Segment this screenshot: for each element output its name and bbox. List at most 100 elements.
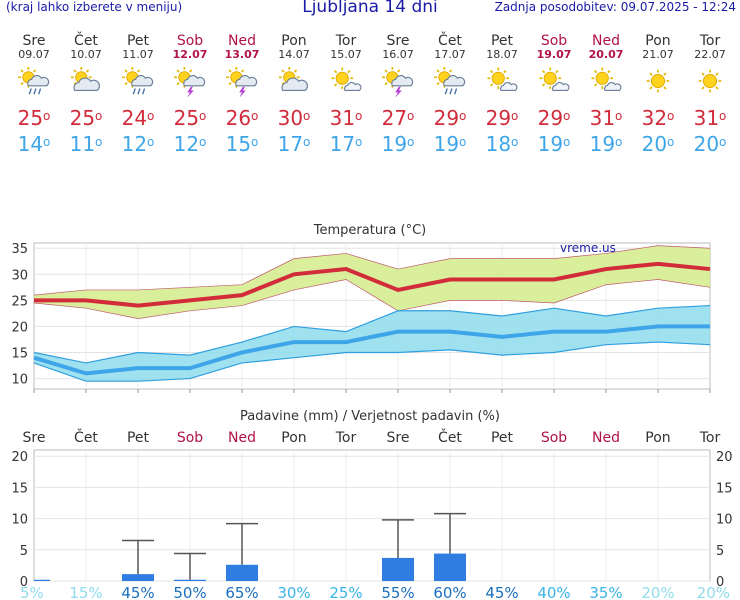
day-name: Pet: [126, 33, 150, 49]
temp-min: 20o: [693, 132, 727, 156]
temp-min: 14o: [17, 132, 51, 156]
precipitation-y-tick-left: 10: [11, 513, 28, 528]
temp-max: 29o: [433, 106, 467, 130]
temp-max: 30o: [277, 106, 311, 130]
day-date: 21.07: [642, 48, 674, 61]
day-date: 15.07: [330, 48, 362, 61]
day-column: Tor 15.07 31o 17o: [320, 33, 372, 157]
day-date: 09.07: [18, 48, 50, 61]
temp-max: 25o: [69, 106, 103, 130]
precipitation-probability: 20%: [697, 584, 730, 600]
temperature-series-min: [33, 324, 710, 376]
temperature-y-tick: 25: [11, 294, 28, 309]
temp-min: 18o: [485, 132, 519, 156]
precipitation-bar: [382, 557, 414, 581]
day-date: 18.07: [486, 48, 518, 61]
precipitation-chart-title: Padavine (mm) / Verjetnost padavin (%): [240, 409, 500, 424]
temp-max: 31o: [693, 106, 727, 130]
temp-min: 19o: [381, 132, 415, 156]
precipitation-probability: 45%: [485, 584, 518, 600]
day-name: Sre: [386, 33, 410, 49]
day-date: 16.07: [382, 48, 414, 61]
precipitation-bar: [174, 579, 206, 581]
temp-max: 32o: [641, 106, 675, 130]
temp-max: 31o: [589, 106, 623, 130]
precipitation-plot-frame: [33, 449, 711, 582]
precipitation-probability: 45%: [121, 584, 154, 600]
day-column: Sre 16.07 27o 19o: [372, 33, 424, 157]
day-date: 11.07: [122, 48, 154, 61]
precipitation-x-label: Pon: [281, 430, 306, 446]
temp-max: 25o: [173, 106, 207, 130]
temperature-series-max: [34, 261, 711, 308]
precipitation-probability: 55%: [381, 584, 414, 600]
temp-min: 15o: [225, 132, 259, 156]
last-updated: Zadnja posodobitev: 09.07.2025 - 12:24: [494, 0, 736, 14]
day-column: Ned 20.07 31o 19o: [580, 34, 632, 157]
sun-icon: [698, 69, 722, 93]
temperature-y-tick: 10: [11, 373, 28, 388]
temperature-chart: Temperatura (°C) 10 15 20 25 30 35 vreme.us: [11, 223, 711, 393]
sun-icon: [646, 69, 670, 93]
day-column: Čet 10.07 25o 11o: [60, 34, 112, 157]
temperature-band-lower: [33, 341, 711, 382]
precipitation-bar: [434, 553, 466, 581]
sun-small-cloud-icon: [539, 67, 570, 91]
precipitation-x-label: Sre: [23, 430, 46, 446]
day-name: Ned: [228, 33, 256, 49]
day-date: 10.07: [70, 48, 102, 61]
day-column: Pet 18.07 29o 18o: [476, 33, 528, 157]
precipitation-probability: 65%: [225, 584, 258, 600]
watermark: vreme.us: [560, 241, 616, 255]
day-column: Čet 17.07 29o 19o: [424, 34, 476, 157]
precipitation-probability: 5%: [20, 584, 44, 600]
temperature-band-upper: [33, 245, 711, 296]
temperature-chart-title: Temperatura (°C): [313, 223, 426, 238]
day-date: 14.07: [278, 48, 310, 61]
precipitation-x-label: Tor: [699, 430, 721, 446]
precipitation-probability: 20%: [641, 584, 674, 600]
temp-min: 17o: [277, 132, 311, 156]
precipitation-probability: 15%: [69, 584, 102, 600]
precipitation-y-tick-right: 20: [716, 450, 733, 465]
temp-min: 19o: [537, 132, 571, 156]
temperature-band-lower: [33, 279, 711, 319]
temp-min: 17o: [329, 132, 363, 156]
day-date: 22.07: [694, 48, 726, 61]
precipitation-y-tick-right: 15: [716, 481, 733, 496]
precipitation-x-label: Ned: [592, 430, 620, 446]
sun-small-cloud-icon: [331, 67, 362, 91]
day-name: Sre: [22, 33, 46, 49]
precipitation-bar: [34, 579, 50, 581]
day-name: Tor: [335, 33, 357, 49]
precipitation-x-label: Pet: [127, 430, 150, 446]
temp-min: 20o: [641, 132, 675, 156]
precipitation-x-label: Čet: [74, 428, 98, 446]
day-name: Pet: [490, 33, 514, 49]
precipitation-bar: [226, 564, 258, 581]
thunderstorm-icon: [382, 67, 414, 97]
temp-max: 27o: [381, 106, 415, 130]
sun-cloud-rain-icon: [434, 67, 466, 95]
precipitation-y-tick-right: 0: [716, 575, 724, 590]
temp-min: 12o: [121, 132, 155, 156]
precipitation-x-label: Sre: [387, 430, 410, 446]
precipitation-x-label: Pet: [491, 430, 514, 446]
temp-min: 19o: [589, 132, 623, 156]
precipitation-probability: 50%: [173, 584, 206, 600]
sun-small-cloud-icon: [487, 67, 518, 91]
precipitation-probability: 30%: [277, 584, 310, 600]
precipitation-y-tick-left: 0: [20, 575, 28, 590]
day-column: Ned 13.07 26o 15o: [216, 33, 268, 157]
day-column: Tor 22.07 31o 20o: [684, 34, 736, 157]
temperature-range-band: [34, 245, 710, 319]
temp-min: 19o: [433, 132, 467, 156]
temp-max: 29o: [537, 106, 571, 130]
menu-hint: (kraj lahko izberete v meniju): [6, 0, 183, 14]
sun-cloud-icon: [279, 67, 308, 91]
day-date: 17.07: [434, 48, 466, 61]
precipitation-y-tick-left: 5: [20, 544, 28, 559]
precipitation-probability: 60%: [433, 584, 466, 600]
day-name: Pon: [645, 33, 671, 49]
temp-max: 25o: [17, 106, 51, 130]
